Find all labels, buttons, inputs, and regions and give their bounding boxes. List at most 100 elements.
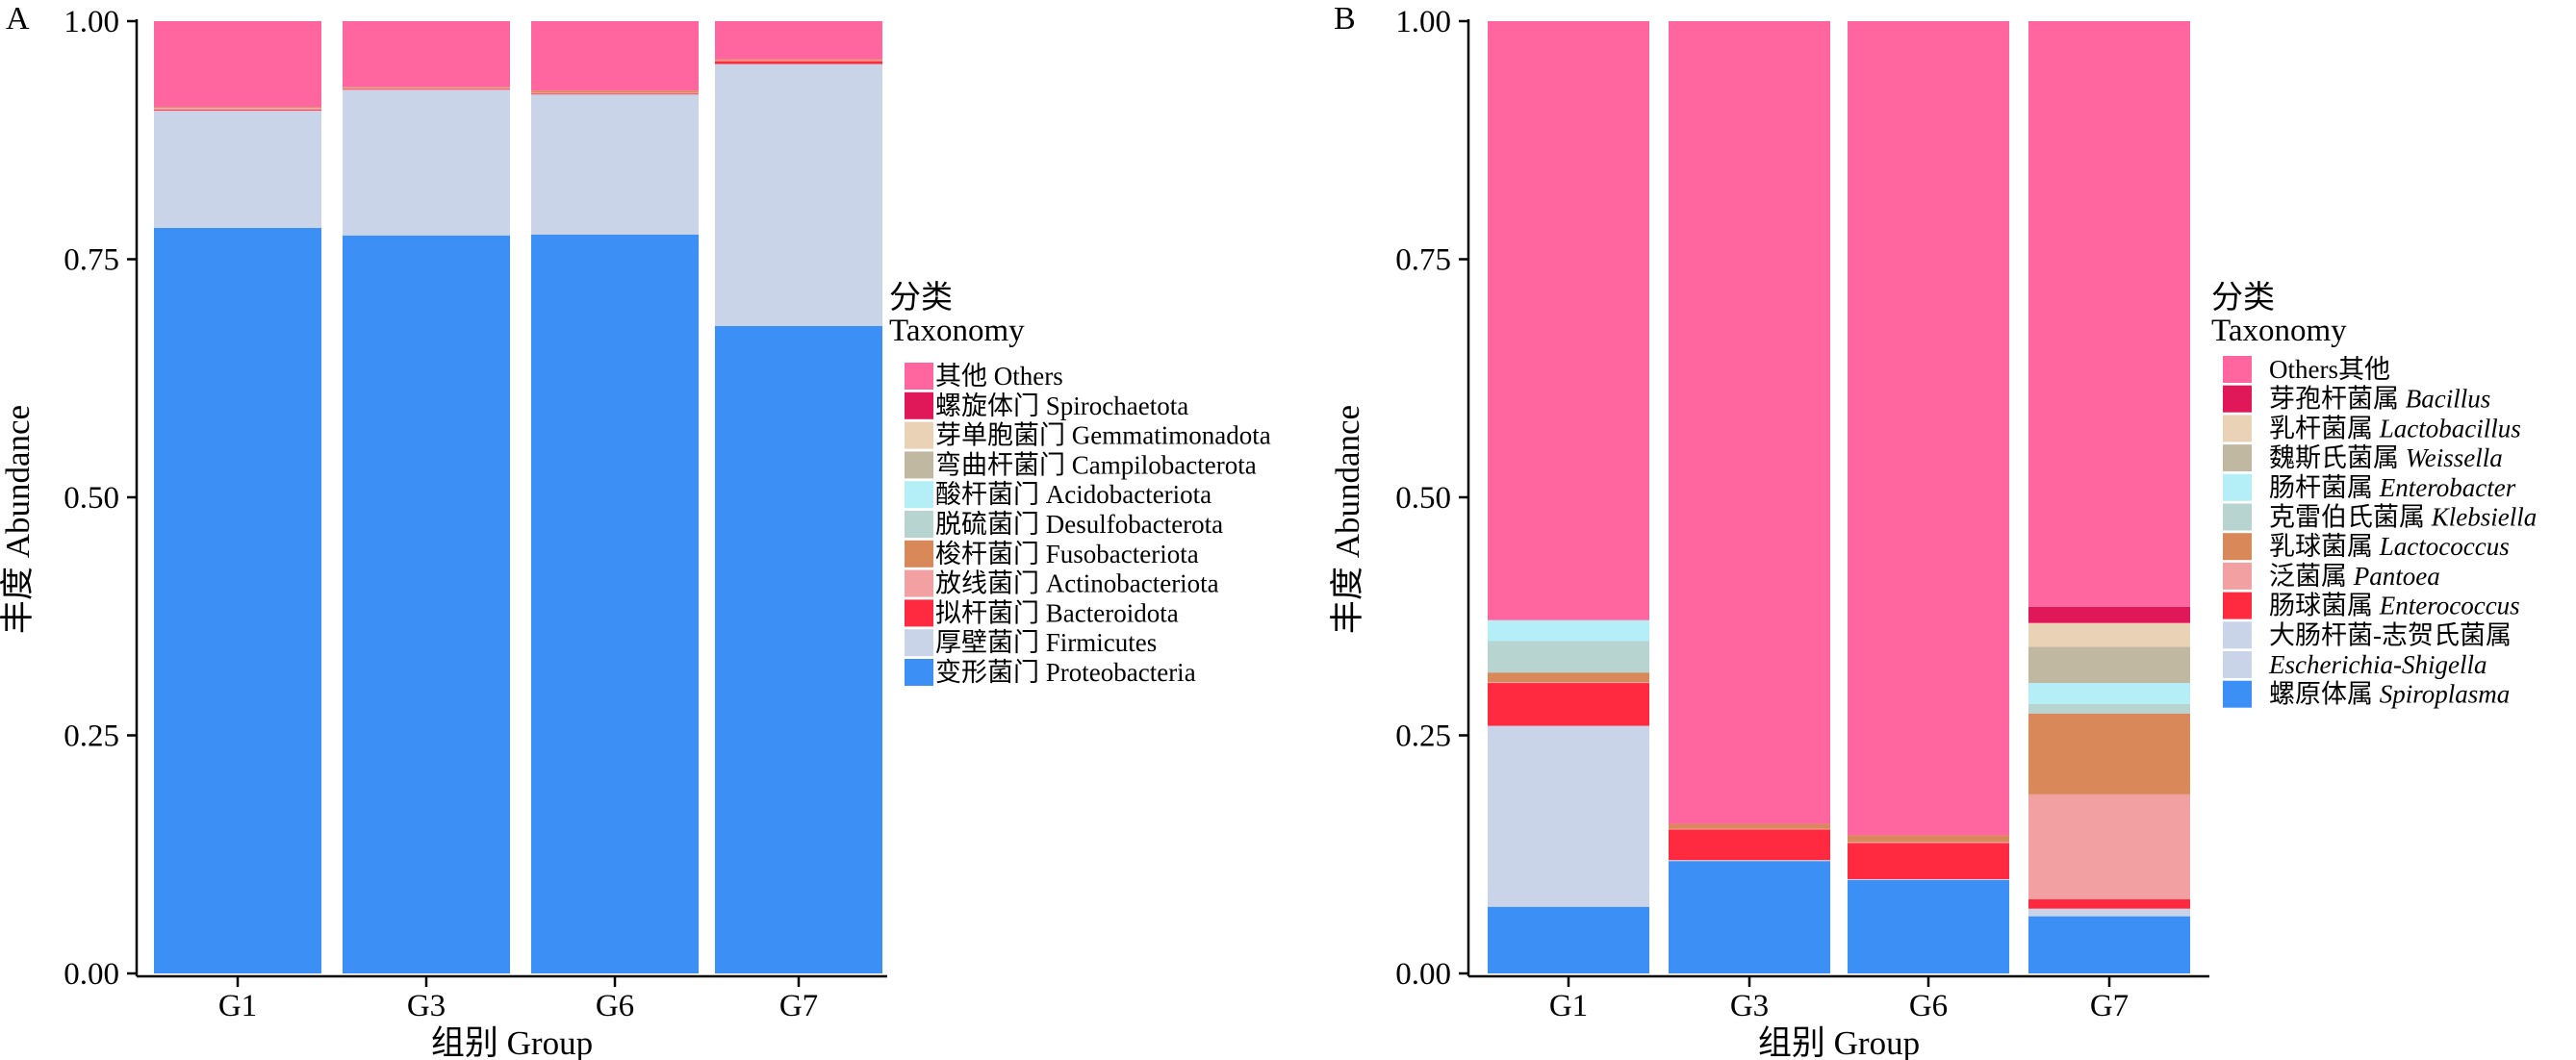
a-bar-G3-s4 (343, 87, 510, 88)
b-legend-label-0: Others其他 (2269, 355, 2390, 384)
panel-a-y-ticks: 0.00 0.25 0.50 0.75 1.00 (64, 5, 137, 992)
a-legend-swatch-1 (905, 391, 933, 419)
b-legend-label-zh-6: 乳球菌属 (2269, 532, 2380, 561)
b-legend-swatch-0 (2223, 356, 2252, 383)
b-xtick-label-1: G3 (1730, 989, 1769, 1023)
b-legend-label-sci-3: Weissella (2406, 443, 2503, 472)
a-ytick-label-0: 0.00 (64, 957, 119, 992)
b-bar-G1-s5 (1488, 641, 1649, 673)
a-legend-label-2: 芽单胞菌门 Gemmatimonadota (935, 421, 1271, 450)
a-bar-G1-s2 (154, 110, 321, 112)
a-xtick-label-0: G1 (218, 989, 257, 1023)
a-bar-G7-s10 (715, 21, 882, 60)
b-xtick-label-3: G7 (2090, 989, 2129, 1023)
b-bar-G6-s2 (1848, 843, 2009, 879)
b-bar-G7-s5 (2028, 703, 2190, 714)
a-legend-label-10: 变形菌门 Proteobacteria (935, 658, 1196, 687)
b-ytick-label-0: 0.00 (1395, 957, 1451, 992)
a-bar-G7-s2 (715, 61, 882, 64)
a-legend-label-1: 螺旋体门 Spirochaetota (935, 391, 1188, 420)
a-legend-swatch-8 (905, 599, 933, 627)
a-bar-G1-s3 (154, 108, 321, 111)
a-bar-G6-s3 (531, 92, 699, 94)
a-legend-label-6: 梭杆菌门 Fusobacteriota (935, 540, 1199, 568)
b-ytick-label-4: 1.00 (1395, 5, 1451, 39)
panel-a-x-title: 组别 Group (431, 1024, 593, 1060)
b-legend-label-2: 乳杆菌属 Lactobacillus (2269, 414, 2521, 442)
panel-a-bars (154, 21, 882, 973)
a-bar-G6-s0 (531, 234, 699, 973)
b-legend-label-zh-8: 肠球菌属 (2269, 592, 2380, 620)
b-legend-swatch-5 (2223, 503, 2252, 531)
b-legend-swatch-7 (2223, 562, 2252, 590)
b-legend-swatch-4 (2223, 473, 2252, 501)
panel-b-y-ticks: 0.00 0.25 0.50 0.75 1.00 (1395, 5, 1468, 992)
b-bar-G1-s2 (1488, 683, 1649, 726)
b-bar-G7-s7 (2028, 646, 2190, 684)
b-bar-G1-s6 (1488, 619, 1649, 642)
b-bar-G6-s4 (1848, 835, 2009, 843)
b-xtick-label-2: G6 (1909, 989, 1948, 1023)
a-bar-G3-s10 (343, 21, 510, 88)
b-bar-G7-s2 (2028, 898, 2190, 909)
b-legend-swatch-9 (2223, 621, 2252, 649)
a-legend-swatch-5 (905, 511, 933, 538)
a-legend-label-0: 其他 Others (935, 362, 1063, 391)
panel-b-legend-title-zh: 分类 (2211, 280, 2275, 315)
b-legend-swatch-11 (2223, 680, 2252, 708)
a-legend-swatch-6 (905, 540, 933, 568)
b-legend-label-sci-1: Bacillus (2406, 385, 2491, 414)
b-legend-label-10: Escherichia-Shigella (2268, 650, 2487, 679)
b-legend-label-zh-1: 芽孢杆菌属 (2269, 385, 2406, 414)
panel-a-y-title: 丰度 Abundance (0, 405, 37, 634)
b-legend-label-zh-2: 乳杆菌属 (2269, 414, 2380, 442)
a-bar-G1-s10 (154, 21, 321, 108)
b-bar-G6-s3 (1848, 842, 2009, 844)
b-bar-G1-s0 (1488, 906, 1649, 973)
b-legend-label-zh-11: 螺原体属 (2269, 680, 2380, 709)
a-xtick-label-3: G7 (779, 989, 818, 1023)
b-bar-G3-s0 (1669, 861, 1830, 973)
b-bar-G1-s4 (1488, 672, 1649, 683)
a-legend-swatch-0 (905, 363, 933, 390)
b-legend-label-zh-7: 泛菌属 (2269, 562, 2354, 591)
b-legend-label-sci-4: Enterobacter (2379, 473, 2516, 502)
b-legend-label-sci-6: Lactococcus (2379, 532, 2510, 561)
a-bar-G7-s0 (715, 325, 882, 973)
a-legend-label-9: 厚壁菌门 Firmicutes (935, 628, 1157, 657)
a-bar-G3-s1 (343, 89, 510, 236)
a-bar-G7-s1 (715, 63, 882, 326)
b-bar-G3-s1 (1669, 860, 1830, 862)
b-legend-swatch-2 (2223, 415, 2252, 442)
b-legend-label-8: 肠球菌属 Enterococcus (2269, 592, 2520, 620)
b-bar-G3-s2 (1669, 829, 1830, 861)
a-bar-G1-s0 (154, 227, 321, 973)
b-legend-label-sci-2: Lactobacillus (2379, 414, 2521, 442)
panel-b-bars (1488, 21, 2190, 973)
panel-a-letter: A (6, 1, 30, 37)
b-legend-swatch-6 (2223, 533, 2252, 561)
panel-a: A 0.00 0.25 0.50 0.75 1.00 G1 G3 G6 G7 组别 Group… (0, 1, 1271, 1060)
b-legend-label-sci-10: Escherichia-Shigella (2268, 650, 2487, 679)
b-legend-label-9: 大肠杆菌-志贺氏菌属 (2269, 620, 2512, 649)
b-ytick-label-1: 0.25 (1395, 719, 1451, 754)
a-bar-G3-s2 (343, 88, 510, 90)
b-bar-G7-s8 (2028, 622, 2190, 647)
b-legend-label-zh-0: Others其他 (2269, 355, 2390, 384)
b-legend-swatch-1 (2223, 385, 2252, 413)
b-legend-label-sci-8: Enterococcus (2379, 592, 2520, 620)
a-legend-label-3: 弯曲杆菌门 Campilobacterota (935, 450, 1257, 479)
b-xtick-label-0: G1 (1549, 989, 1588, 1023)
a-ytick-label-1: 0.25 (64, 719, 119, 754)
a-bar-G3-s0 (343, 235, 510, 973)
a-legend-swatch-9 (905, 629, 933, 657)
a-ytick-label-3: 0.75 (64, 243, 119, 278)
b-bar-G6-s0 (1848, 879, 2009, 973)
a-legend-swatch-3 (905, 451, 933, 479)
b-ytick-label-3: 0.75 (1395, 243, 1451, 278)
panel-b-x-ticks: G1 G3 G6 G7 (1549, 976, 2129, 1023)
b-legend-label-zh-3: 魏斯氏菌属 (2269, 443, 2406, 472)
b-legend-label-4: 肠杆菌属 Enterobacter (2269, 473, 2516, 502)
